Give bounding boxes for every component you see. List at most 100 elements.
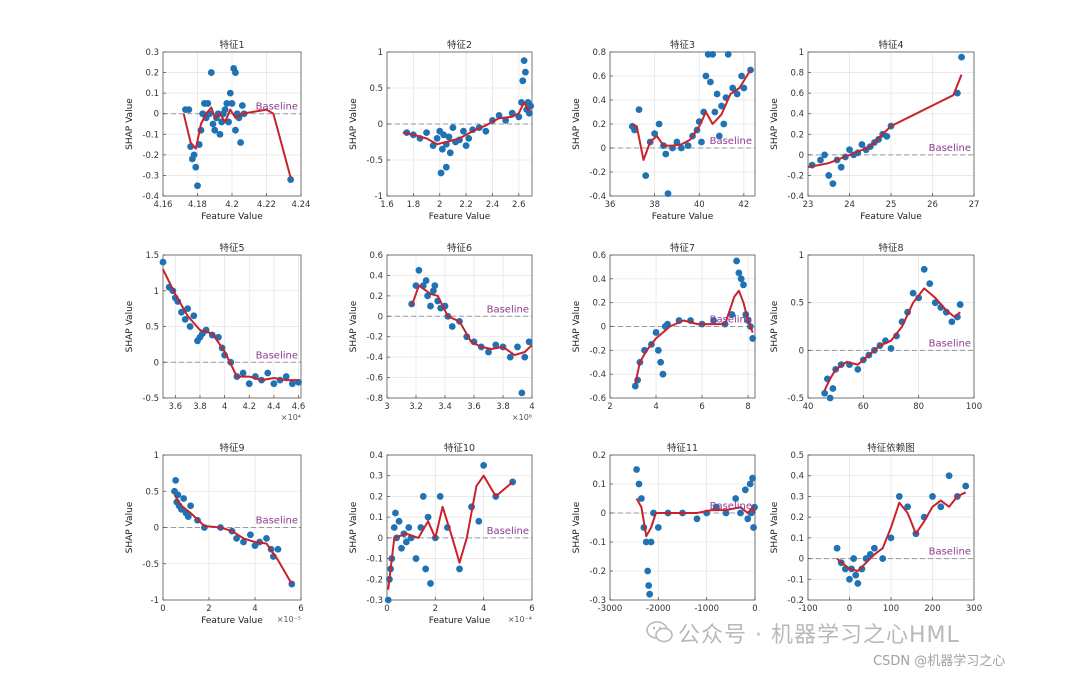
subplot-title: 特征1 <box>219 39 244 51</box>
y-tick-label: 0.6 <box>369 251 383 261</box>
data-point <box>226 89 234 97</box>
x-tick-label: 25 <box>886 200 897 210</box>
data-point <box>527 102 535 110</box>
data-point <box>729 84 737 92</box>
subplot-title: 特征9 <box>219 442 244 454</box>
y-axis-label: SHAP Value <box>125 98 135 150</box>
y-tick-label: 0.3 <box>790 492 804 502</box>
data-point <box>448 323 456 330</box>
data-point <box>384 596 392 604</box>
data-point <box>180 495 188 502</box>
data-point <box>945 472 953 480</box>
data-point <box>837 163 845 171</box>
data-point <box>720 120 728 128</box>
subplot-4: 23 24 25 26 27 -0.4 -0.2 0 0.2 0.4 0.6 0.8 1 特征4 Featu… <box>770 39 979 222</box>
plot-area <box>808 255 974 398</box>
x-axis-label: Feature Value <box>201 616 263 626</box>
data-point <box>233 534 241 542</box>
data-point <box>962 482 970 490</box>
data-point <box>846 146 853 154</box>
x-tick-label: 0 <box>160 604 165 614</box>
axes-frame <box>807 254 975 399</box>
data-point <box>423 129 430 137</box>
y-tick-label: 0.4 <box>369 271 383 281</box>
trend-curve <box>182 106 292 178</box>
x-tick-label: -1000 <box>694 604 719 614</box>
data-point <box>412 555 420 562</box>
data-point <box>232 126 239 134</box>
y-tick-label: 0.1 <box>369 513 383 523</box>
x-axis-label: Feature Value <box>201 212 263 222</box>
data-point <box>239 369 247 377</box>
data-point <box>642 538 650 546</box>
x-tick-label: 36 <box>605 200 616 210</box>
y-tick-label: -0.2 <box>787 171 804 181</box>
data-point <box>937 503 945 511</box>
data-point <box>871 544 878 552</box>
y-axis-label: SHAP Value <box>572 300 582 352</box>
y-tick-label: 0.6 <box>592 251 606 261</box>
data-point <box>282 373 290 380</box>
data-point <box>525 109 533 117</box>
y-tick-label: -1 <box>375 192 383 202</box>
y-tick-label: -0.2 <box>589 168 606 178</box>
data-point <box>926 280 934 287</box>
y-tick-label: -0.2 <box>589 567 606 577</box>
y-tick-label: 0.2 <box>790 513 804 523</box>
x-tick-label: 4.2 <box>242 402 256 412</box>
baseline-label: Baseline <box>256 516 298 527</box>
y-tick-label: -0.3 <box>589 596 606 606</box>
data-point <box>438 145 446 153</box>
y-tick-label: 0 <box>601 509 606 519</box>
data-point <box>424 513 432 521</box>
data-point <box>390 524 398 531</box>
x-tick-label: 38 <box>649 200 660 210</box>
data-point <box>677 144 685 152</box>
data-point <box>518 389 526 397</box>
data-point <box>485 348 492 356</box>
data-point <box>419 493 427 500</box>
y-tick-label: -0.2 <box>366 575 383 585</box>
y-tick-label: 0.5 <box>145 323 159 333</box>
subplot-3: 36 38 40 42 -0.4 -0.2 0 0.2 0.4 0.6 0.8 特征3 Feature … <box>572 39 756 222</box>
data-point <box>192 163 200 171</box>
data-point <box>825 172 833 179</box>
data-point <box>519 77 527 85</box>
data-point <box>190 312 198 320</box>
y-tick-label: -0.2 <box>787 596 804 606</box>
data-point <box>817 156 824 164</box>
data-point <box>482 127 490 135</box>
data-point <box>712 503 720 511</box>
data-point <box>172 476 180 484</box>
plot-area <box>387 255 532 398</box>
data-point <box>185 106 193 113</box>
data-point <box>460 127 467 135</box>
x-tick-label: 4.24 <box>292 200 311 210</box>
y-axis-label: SHAP Value <box>770 300 780 352</box>
y-tick-label: 0 <box>601 323 606 333</box>
data-point <box>204 100 212 107</box>
data-point <box>737 275 745 283</box>
baseline-label: Baseline <box>929 143 971 154</box>
subplot-10: 0 2 4 6 -0.3 -0.2 -0.1 0 0.1 0.2 0.3 0.4 特征10 Feature… <box>349 442 535 626</box>
data-point <box>750 524 757 531</box>
y-tick-label: -0.6 <box>366 374 383 384</box>
x-tick-label: 4 <box>653 402 658 412</box>
data-point <box>274 545 282 553</box>
y-tick-label: -0.1 <box>366 555 383 565</box>
x-tick-label: 80 <box>913 402 924 412</box>
data-point <box>662 150 670 158</box>
data-point <box>422 565 430 573</box>
data-point <box>184 513 192 521</box>
data-point <box>398 544 405 552</box>
data-point <box>715 132 723 140</box>
data-point <box>475 517 483 525</box>
data-point <box>440 131 448 139</box>
trend-curve <box>410 284 533 357</box>
baseline-label: Baseline <box>487 526 529 537</box>
data-point <box>956 301 964 308</box>
y-tick-label: 0.4 <box>592 275 606 285</box>
axes-frame <box>386 254 533 399</box>
x-tick-label: 3.8 <box>496 402 510 412</box>
